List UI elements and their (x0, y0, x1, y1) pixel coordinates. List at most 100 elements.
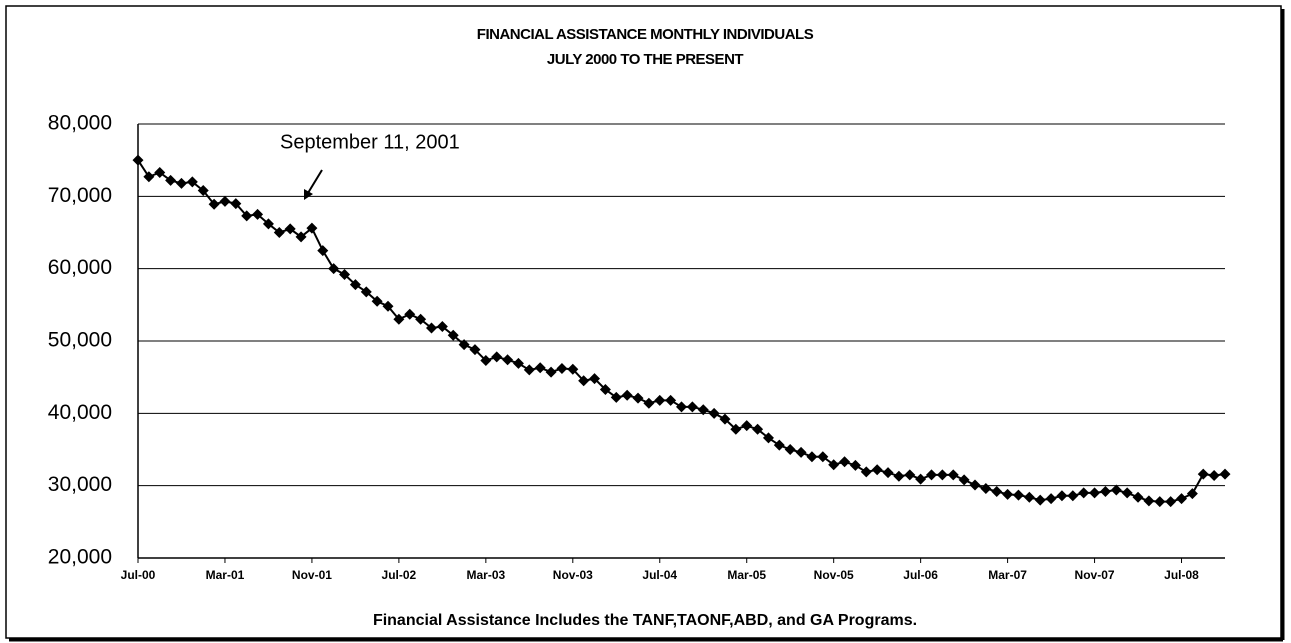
marker (502, 354, 514, 366)
marker (360, 286, 372, 298)
marker (784, 444, 796, 455)
marker (893, 470, 905, 482)
marker (230, 198, 242, 210)
marker (991, 485, 1003, 497)
marker (154, 166, 166, 178)
y-tick-label: 20,000 (48, 546, 112, 569)
annotation: September 11, 2001 (280, 131, 460, 153)
marker (284, 223, 296, 235)
marker (1110, 484, 1122, 496)
marker (762, 432, 774, 444)
marker (882, 467, 894, 479)
marker (947, 469, 959, 481)
marker (143, 171, 155, 183)
x-tick-label: Nov-05 (814, 568, 854, 582)
marker (1089, 487, 1101, 499)
x-tick-label: Jul-02 (382, 568, 417, 582)
marker (621, 389, 633, 401)
marker (339, 268, 351, 280)
marker (599, 383, 611, 395)
marker (904, 469, 916, 481)
marker (252, 208, 264, 220)
marker (1132, 491, 1144, 503)
x-tick-label: Nov-03 (553, 568, 593, 582)
y-tick-label: 80,000 (48, 112, 112, 135)
marker (415, 313, 427, 325)
x-tick-label: Jul-06 (903, 568, 938, 582)
marker (654, 394, 666, 406)
marker (1099, 485, 1111, 497)
marker (730, 423, 742, 435)
x-tick-label: Jul-00 (121, 568, 156, 582)
marker (393, 313, 405, 325)
marker (1219, 468, 1231, 480)
marker (349, 279, 361, 291)
data-line (137, 159, 1226, 503)
marker (665, 394, 677, 406)
marker (1143, 495, 1155, 507)
marker (1067, 490, 1079, 502)
marker (1165, 496, 1177, 508)
marker (1208, 470, 1220, 482)
chart-subtitle: JULY 2000 TO THE PRESENT (547, 51, 743, 68)
marker (306, 222, 318, 234)
x-tick-label: Jul-04 (642, 568, 677, 582)
x-tick-label: Jul-08 (1164, 568, 1199, 582)
footnote: Financial Assistance Includes the TANF,T… (373, 612, 917, 629)
marker (828, 459, 840, 471)
frame (5, 5, 1282, 639)
marker (436, 321, 448, 333)
marker (632, 392, 644, 404)
marker (958, 474, 970, 486)
marker (936, 469, 948, 481)
marker (512, 357, 524, 369)
marker (915, 473, 927, 485)
marker (578, 375, 590, 387)
marker (817, 451, 829, 463)
marker (175, 177, 187, 189)
annotation-arrow (307, 169, 323, 194)
marker (382, 300, 394, 312)
marker (458, 339, 470, 351)
x-tick-label: Mar-01 (206, 568, 245, 582)
marker (697, 404, 709, 416)
marker (1186, 488, 1198, 500)
marker (860, 466, 872, 478)
marker (643, 397, 655, 409)
annotation-arrowhead (304, 189, 313, 200)
marker (839, 456, 851, 468)
marker (545, 366, 557, 378)
marker (1056, 490, 1068, 502)
marker (567, 363, 579, 375)
marker (469, 344, 481, 356)
marker (328, 263, 340, 275)
marker (208, 198, 220, 210)
y-tick-label: 40,000 (48, 401, 112, 424)
marker (849, 459, 861, 471)
marker (1197, 468, 1209, 480)
marker (295, 231, 307, 243)
marker (132, 154, 144, 166)
marker (480, 355, 492, 367)
marker (1045, 493, 1057, 505)
x-tick-label: Mar-07 (988, 568, 1027, 582)
marker (1121, 487, 1133, 499)
y-tick-label: 70,000 (48, 184, 112, 207)
marker (795, 446, 807, 458)
marker (719, 413, 731, 425)
y-tick-label: 50,000 (48, 329, 112, 352)
marker (197, 185, 209, 197)
marker (186, 176, 198, 188)
marker (447, 329, 459, 341)
marker (1012, 489, 1024, 501)
marker (371, 295, 383, 307)
marker (926, 469, 938, 481)
marker (741, 420, 753, 432)
marker (1154, 496, 1166, 508)
marker (1034, 494, 1046, 506)
y-tick-label: 60,000 (48, 256, 112, 279)
marker (773, 439, 785, 451)
marker (686, 401, 698, 413)
marker (969, 479, 981, 491)
